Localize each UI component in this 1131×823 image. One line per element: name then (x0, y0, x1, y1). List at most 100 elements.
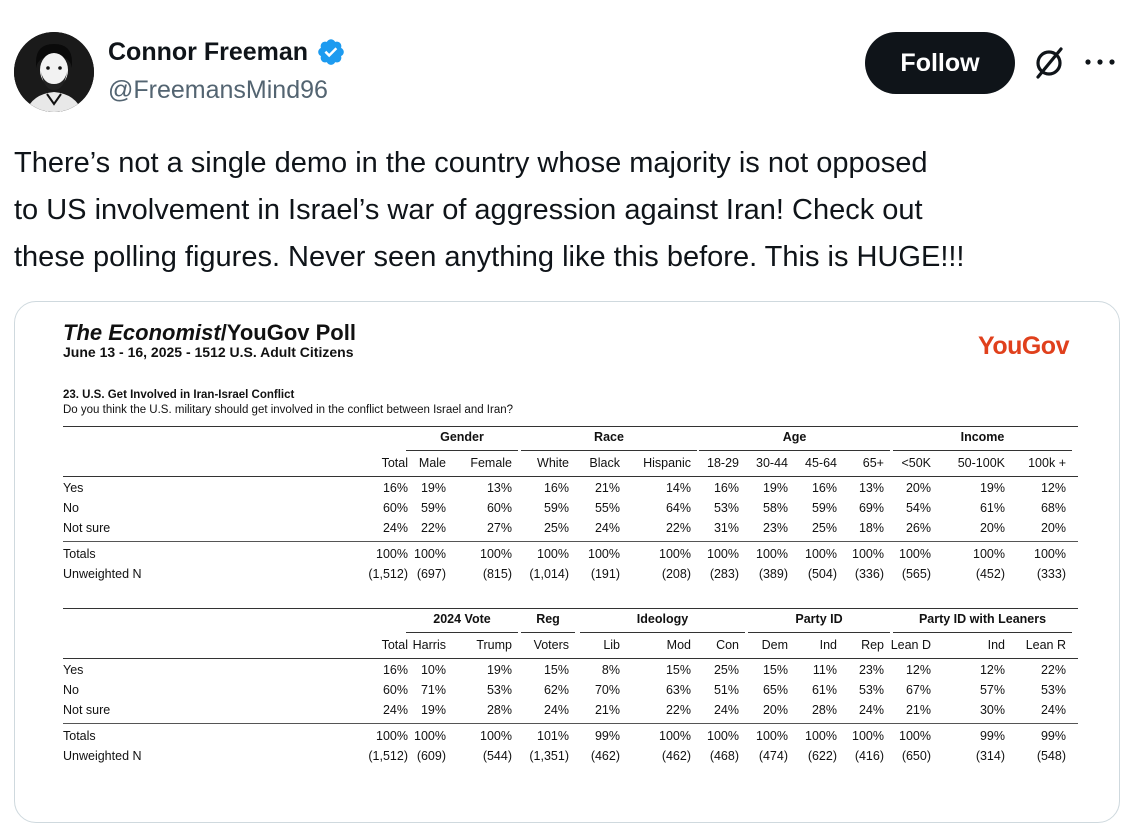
totals-cell: (1,512) (368, 749, 408, 763)
tweet-text: There’s not a single demo in the country… (14, 147, 965, 273)
table-cell: 15% (665, 663, 691, 677)
table-cell: 60% (382, 501, 408, 515)
column-header: Ind (987, 638, 1005, 652)
table-cell: 30% (979, 703, 1005, 717)
column-header: Ind (819, 638, 837, 652)
table-cell: 53% (1040, 683, 1066, 697)
column-header: 45-64 (805, 456, 837, 470)
media-card[interactable]: The Economist/YouGov Poll June 13 - 16, … (14, 301, 1120, 823)
table-cell: 22% (665, 703, 691, 717)
table-cell: 60% (382, 683, 408, 697)
totals-cell: (314) (975, 749, 1005, 763)
table-cell: 22% (665, 521, 691, 535)
column-header: <50K (901, 456, 931, 470)
table-cell: 31% (713, 521, 739, 535)
totals-rule (63, 723, 1078, 724)
column-header: Rep (861, 638, 884, 652)
totals-cell: 100% (805, 729, 837, 743)
totals-cell: 101% (537, 729, 569, 743)
column-header: Lean D (890, 638, 931, 652)
column-header: White (537, 456, 569, 470)
column-header: Total (381, 456, 408, 470)
group-header: Party ID (795, 612, 843, 626)
table-cell: 23% (762, 521, 788, 535)
poll-title-italic: The Economist (63, 320, 221, 345)
table-cell: 53% (713, 501, 739, 515)
table-cell: 24% (382, 703, 408, 717)
column-header: Con (716, 638, 739, 652)
table-cell: 15% (543, 663, 569, 677)
table-cell: 68% (1040, 501, 1066, 515)
table-cell: 71% (420, 683, 446, 697)
totals-cell: 100% (756, 547, 788, 561)
table-cell: 20% (762, 703, 788, 717)
group-underline (521, 632, 575, 633)
table-cell: 8% (601, 663, 620, 677)
table-cell: 16% (382, 481, 408, 495)
table-cell: 19% (979, 481, 1005, 495)
table-cell: 58% (762, 501, 788, 515)
table-cell: 60% (486, 501, 512, 515)
totals-cell: 100% (414, 547, 446, 561)
question-title: 23. U.S. Get Involved in Iran-Israel Con… (63, 389, 295, 401)
table-cell: 24% (594, 521, 620, 535)
header-rule (63, 476, 1078, 477)
totals-cell: 100% (707, 729, 739, 743)
table-cell: 19% (420, 703, 446, 717)
table-cell: 54% (905, 501, 931, 515)
group-header: Gender (440, 430, 484, 444)
table-cell: 55% (594, 501, 620, 515)
table-cell: 57% (979, 683, 1005, 697)
totals-cell: (565) (901, 567, 931, 581)
totals-cell: (333) (1036, 567, 1066, 581)
table-cell: 23% (858, 663, 884, 677)
totals-cell: (1,014) (529, 567, 569, 581)
column-header: Hispanic (643, 456, 691, 470)
totals-cell: 100% (376, 729, 408, 743)
group-underline (893, 450, 1072, 451)
group-header: Ideology (636, 612, 689, 626)
table-cell: 21% (594, 703, 620, 717)
totals-cell: (462) (590, 749, 620, 763)
totals-cell: 100% (588, 547, 620, 561)
avatar[interactable] (14, 32, 94, 112)
table-cell: 25% (543, 521, 569, 535)
table-cell: 16% (543, 481, 569, 495)
table-cell: 21% (594, 481, 620, 495)
totals-cell: (544) (482, 749, 512, 763)
totals-label: Totals (63, 729, 96, 743)
group-underline (893, 632, 1072, 633)
author-name-row[interactable]: Connor Freeman (108, 36, 346, 68)
group-header: Reg (536, 612, 560, 626)
table-cell: 24% (382, 521, 408, 535)
totals-cell: (208) (661, 567, 691, 581)
totals-cell: 100% (973, 547, 1005, 561)
table-cell: 13% (858, 481, 884, 495)
table-cell: 16% (382, 663, 408, 677)
table-cell: 19% (486, 663, 512, 677)
totals-cell: 100% (707, 547, 739, 561)
question-text: Do you think the U.S. military should ge… (63, 404, 514, 416)
group-underline (580, 632, 745, 633)
group-underline (406, 450, 518, 451)
table-cell: 24% (543, 703, 569, 717)
table-cell: 67% (905, 683, 931, 697)
totals-cell: (283) (709, 567, 739, 581)
totals-cell: (622) (807, 749, 837, 763)
author-name[interactable]: Connor Freeman (108, 38, 309, 66)
table-cell: 61% (811, 683, 837, 697)
grok-icon[interactable] (1030, 44, 1068, 82)
totals-cell: 100% (480, 729, 512, 743)
table-cell: 53% (486, 683, 512, 697)
table-top-rule (63, 608, 1078, 609)
group-header: Age (782, 430, 807, 444)
table-cell: 20% (905, 481, 931, 495)
row-label: No (63, 501, 79, 515)
column-header: Dem (761, 638, 788, 652)
follow-button[interactable]: Follow (865, 32, 1015, 94)
column-header: 65+ (862, 456, 884, 470)
author-handle[interactable]: @FreemansMind96 (108, 76, 328, 104)
table-cell: 63% (665, 683, 691, 697)
group-underline (748, 632, 890, 633)
more-icon[interactable] (1082, 52, 1118, 72)
